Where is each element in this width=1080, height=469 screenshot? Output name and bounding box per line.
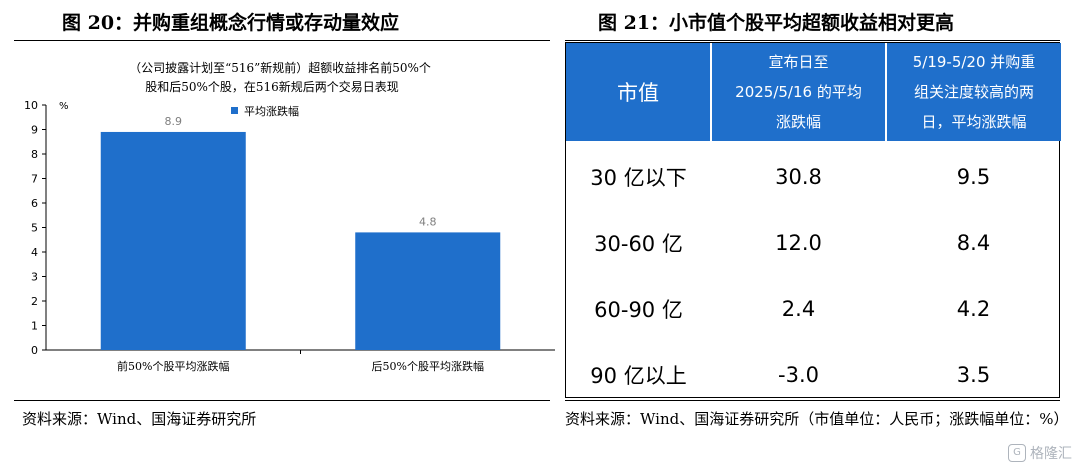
- axis-group: 0 1 2 3 4 5 6 7 8 9 10 前50%个股平均涨跌幅 后50%个股平均涨跌幅: [24, 99, 555, 373]
- y-axis-unit: %: [59, 101, 69, 112]
- header-avg-to-516-line-3: 涨跌幅: [775, 113, 821, 131]
- table-row: 60-90 亿 2.4 4.2: [566, 276, 1061, 342]
- y-tick-label: 3: [31, 271, 38, 284]
- right-figure-title: 图 21：小市值个股平均超额收益相对更高: [598, 12, 955, 34]
- left-top-rule: [14, 40, 550, 41]
- cell-market-cap: 30-60 亿: [594, 232, 683, 256]
- table-header-row: 市值 宣布日至 2025/5/16 的平均 涨跌幅 5/19-5/20 并购重 …: [566, 43, 1061, 141]
- y-tick-label: 4: [31, 246, 38, 259]
- cell-avg-to-516: -3.0: [778, 363, 819, 387]
- cell-avg-519-520: 3.5: [956, 363, 991, 387]
- chart-subtitle-line-2: 股和后50%个股，在516新规后两个交易日表现: [145, 79, 399, 94]
- header-avg-to-516-line-1: 宣布日至: [768, 53, 829, 71]
- y-tick-label: 2: [31, 295, 38, 308]
- cell-market-cap: 60-90 亿: [594, 298, 683, 322]
- left-bottom-rule: [14, 400, 550, 401]
- cell-market-cap: 90 亿以上: [590, 364, 687, 388]
- header-avg-to-516-line-2: 2025/5/16 的平均: [735, 83, 862, 101]
- cell-avg-to-516: 30.8: [775, 165, 822, 189]
- bar-data-label: 4.8: [419, 215, 437, 228]
- y-tick-label: 0: [31, 344, 38, 357]
- legend-label: 平均涨跌幅: [244, 104, 299, 118]
- left-source-note: 资料来源：Wind、国海证券研究所: [22, 410, 257, 428]
- right-top-rule: [565, 40, 1060, 41]
- table-row: 30-60 亿 12.0 8.4: [566, 210, 1061, 276]
- cell-avg-to-516: 12.0: [775, 231, 822, 255]
- chart-subtitle-line-1: （公司披露计划至“516”新规前）超额收益排名前50%个: [129, 60, 431, 75]
- header-avg-519-520: 5/19-5/20 并购重 组关注度较高的两 日，平均涨跌幅: [885, 43, 1061, 141]
- watermark: G 格隆汇: [1008, 443, 1072, 463]
- data-table-panel: 市值 宣布日至 2025/5/16 的平均 涨跌幅 5/19-5/20 并购重 …: [565, 42, 1061, 398]
- cell-avg-519-520: 9.5: [956, 165, 991, 189]
- legend-swatch: [231, 107, 238, 114]
- cell-avg-519-520: 4.2: [956, 297, 991, 321]
- x-category-label: 后50%个股平均涨跌幅: [372, 359, 484, 373]
- header-avg-519-520-line-1: 5/19-5/20 并购重: [912, 53, 1036, 71]
- right-source-note: 资料来源：Wind、国海证券研究所（市值单位：人民币；涨跌幅单位：%）: [565, 410, 1069, 428]
- market-cap-table: 市值 宣布日至 2025/5/16 的平均 涨跌幅 5/19-5/20 并购重 …: [566, 43, 1061, 408]
- header-avg-to-516: 宣布日至 2025/5/16 的平均 涨跌幅: [710, 43, 886, 141]
- x-category-label: 前50%个股平均涨跌幅: [117, 359, 229, 373]
- cell-market-cap: 30 亿以下: [590, 166, 687, 190]
- y-tick-label: 9: [31, 124, 38, 137]
- cell-avg-to-516: 2.4: [781, 297, 816, 321]
- bar: [355, 232, 501, 350]
- y-tick-label: 8: [31, 148, 38, 161]
- watermark-logo-icon: G: [1008, 444, 1026, 462]
- table-row: 30 亿以下 30.8 9.5: [566, 141, 1061, 210]
- cell-avg-519-520: 8.4: [956, 231, 991, 255]
- left-figure-title: 图 20：并购重组概念行情或存动量效应: [62, 12, 400, 34]
- watermark-text: 格隆汇: [1030, 446, 1072, 462]
- y-tick-label: 7: [31, 173, 38, 186]
- right-bottom-rule: [565, 400, 1060, 401]
- bar-data-label: 8.9: [165, 115, 183, 128]
- y-tick-label: 10: [24, 99, 38, 112]
- header-market-cap: 市值: [566, 43, 711, 141]
- y-tick-label: 1: [31, 320, 38, 333]
- header-avg-519-520-line-2: 组关注度较高的两: [913, 83, 1034, 101]
- y-tick-label: 6: [31, 197, 38, 210]
- bars-group: 8.9 4.8: [100, 115, 501, 350]
- bar-chart: （公司披露计划至“516”新规前）超额收益排名前50%个 股和后50%个股，在5…: [24, 60, 555, 373]
- y-tick-label: 5: [31, 222, 38, 235]
- header-avg-519-520-line-3: 日，平均涨跌幅: [921, 113, 1027, 131]
- bar: [100, 131, 246, 350]
- table-row: 90 亿以上 -3.0 3.5: [566, 342, 1061, 408]
